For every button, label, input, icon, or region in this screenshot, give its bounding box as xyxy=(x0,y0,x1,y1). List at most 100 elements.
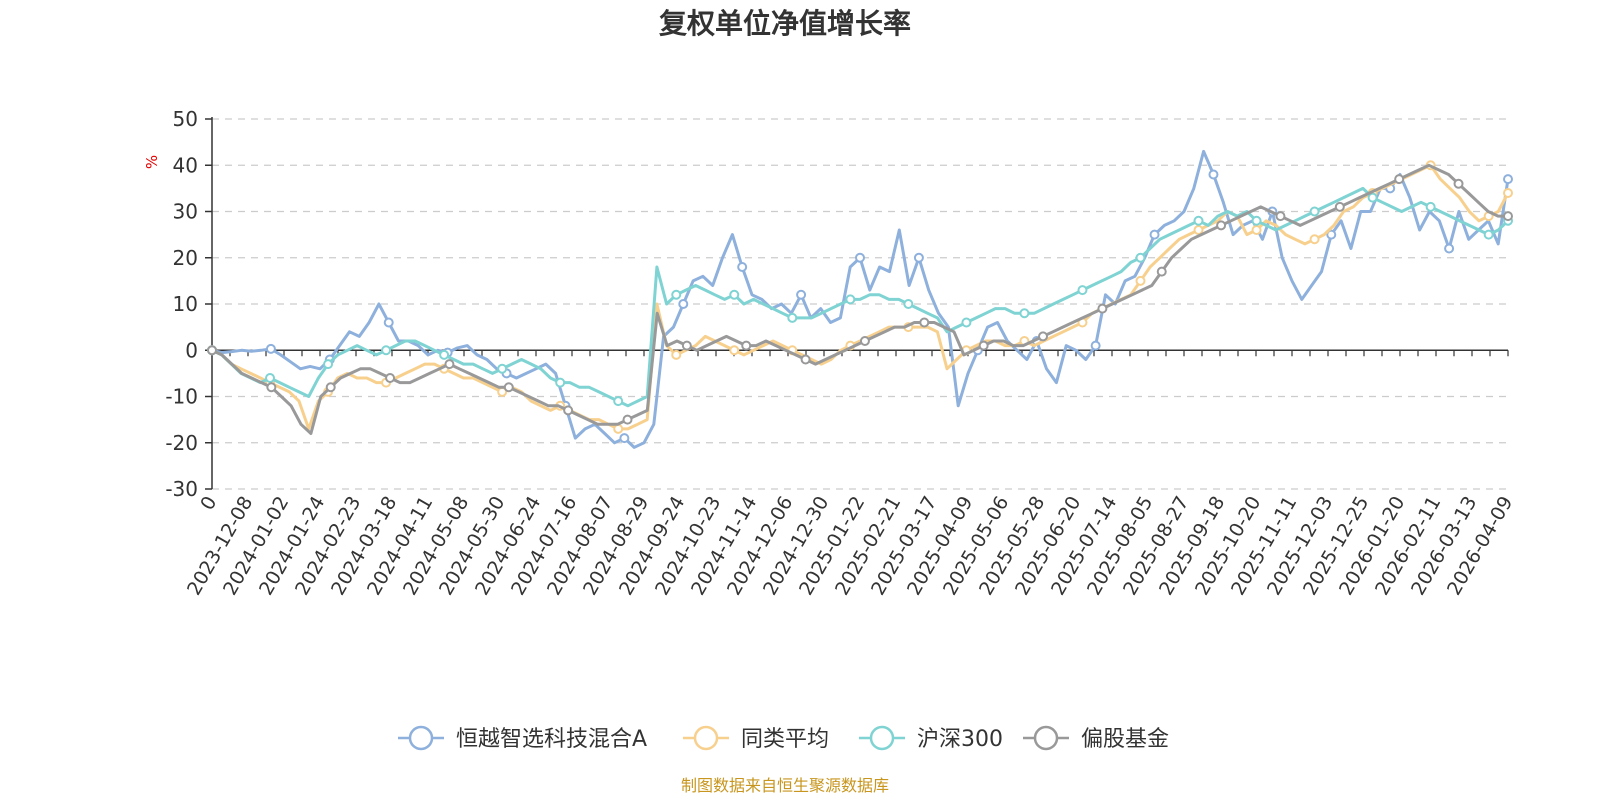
data-point xyxy=(681,340,692,351)
data-point xyxy=(265,373,276,383)
data-point xyxy=(1251,225,1262,235)
data-point xyxy=(1156,266,1167,277)
y-axis-unit: % xyxy=(143,155,161,169)
data-point xyxy=(671,289,682,300)
series-2 xyxy=(207,160,1513,434)
data-point xyxy=(1275,211,1286,222)
data-point xyxy=(439,349,450,360)
data-point xyxy=(859,336,870,346)
data-point xyxy=(207,345,217,356)
data-point xyxy=(961,317,972,328)
data-point xyxy=(787,312,798,323)
legend-item-3[interactable]: 沪深300 xyxy=(859,725,1003,752)
data-point xyxy=(671,349,682,360)
data-point xyxy=(913,252,924,263)
data-point xyxy=(1193,215,1204,226)
grid-lines xyxy=(212,118,1508,490)
data-point xyxy=(845,294,856,305)
data-point xyxy=(1149,229,1160,240)
y-tick-label: 0 xyxy=(185,338,198,362)
y-tick-label: 10 xyxy=(173,292,198,316)
data-point xyxy=(323,359,334,370)
legend-item-4[interactable]: 偏股基金 xyxy=(1023,725,1169,752)
data-point xyxy=(903,299,914,309)
legend-swatch-marker xyxy=(693,725,719,751)
data-point xyxy=(385,373,396,383)
legend-label: 恒越智选科技混合A xyxy=(456,727,647,752)
data-point xyxy=(678,299,689,309)
data-point xyxy=(1019,308,1030,319)
data-point xyxy=(265,343,276,354)
data-point xyxy=(1193,225,1204,235)
data-point xyxy=(1135,275,1146,286)
data-point xyxy=(741,340,752,351)
source-note: 制图数据来自恒生聚源数据库 xyxy=(681,776,889,795)
legend-label: 沪深300 xyxy=(917,727,1003,752)
y-tick-label: -20 xyxy=(165,431,198,455)
y-tick-label: -10 xyxy=(165,385,198,409)
legend-swatch-marker xyxy=(1033,725,1059,751)
legend-label: 同类平均 xyxy=(741,727,829,752)
data-point xyxy=(1425,201,1436,212)
legend-item-2[interactable]: 同类平均 xyxy=(683,725,829,752)
data-point xyxy=(729,345,740,356)
legend-label: 偏股基金 xyxy=(1081,727,1169,752)
data-point xyxy=(1453,178,1464,189)
y-tick-label: 40 xyxy=(173,153,198,177)
data-point xyxy=(1503,174,1513,185)
data-point xyxy=(1367,192,1378,203)
data-point xyxy=(563,405,574,416)
series-lines xyxy=(207,149,1513,449)
data-point xyxy=(613,423,624,434)
data-point xyxy=(555,377,566,388)
data-point xyxy=(1216,220,1227,231)
data-point xyxy=(1503,211,1513,222)
data-point xyxy=(1090,340,1101,351)
data-point xyxy=(383,317,394,328)
y-tick-label: 50 xyxy=(173,107,198,131)
data-point xyxy=(613,396,624,407)
data-point xyxy=(919,317,930,328)
y-tick-label: 30 xyxy=(173,200,198,224)
series-line xyxy=(210,163,1510,435)
data-point xyxy=(503,382,514,393)
data-point xyxy=(1394,174,1405,185)
data-point xyxy=(266,382,277,393)
data-point xyxy=(1038,331,1049,342)
data-point xyxy=(1444,243,1455,254)
legend: 恒越智选科技混合A 同类平均 沪深300 偏股基金 xyxy=(398,725,1169,752)
data-point xyxy=(978,340,989,351)
data-point xyxy=(1483,229,1494,240)
data-point xyxy=(381,345,392,356)
legend-swatch-marker xyxy=(869,725,895,751)
data-point xyxy=(1135,252,1146,263)
legend-swatch-marker xyxy=(408,725,434,751)
y-tick-label: -30 xyxy=(165,477,198,501)
data-point xyxy=(325,382,336,393)
data-point xyxy=(796,289,807,300)
data-point xyxy=(1309,206,1320,217)
data-point xyxy=(855,252,865,263)
data-point xyxy=(497,363,508,374)
data-point xyxy=(729,289,740,300)
data-point xyxy=(622,414,633,425)
series-line xyxy=(210,163,1510,431)
data-point xyxy=(737,262,748,272)
data-point xyxy=(1208,169,1219,180)
axes xyxy=(205,117,1509,490)
data-point xyxy=(1503,188,1513,198)
data-point xyxy=(1097,303,1108,314)
data-point xyxy=(444,359,455,370)
y-tick-labels: -30 -20 -10 0 10 20 30 40 50 xyxy=(165,107,198,501)
data-point xyxy=(619,433,630,444)
chart-title: 复权单位净值增长率 xyxy=(659,7,911,40)
x-tick-label: 0 xyxy=(196,493,221,514)
data-point xyxy=(1077,285,1088,296)
data-point xyxy=(800,354,811,365)
data-point xyxy=(1309,234,1320,245)
x-tick-labels: 02023-12-082024-01-022024-01-242024-02-2… xyxy=(183,493,1517,600)
legend-item-1[interactable]: 恒越智选科技混合A xyxy=(398,725,647,752)
data-point xyxy=(1251,215,1262,226)
data-point xyxy=(1326,229,1337,240)
